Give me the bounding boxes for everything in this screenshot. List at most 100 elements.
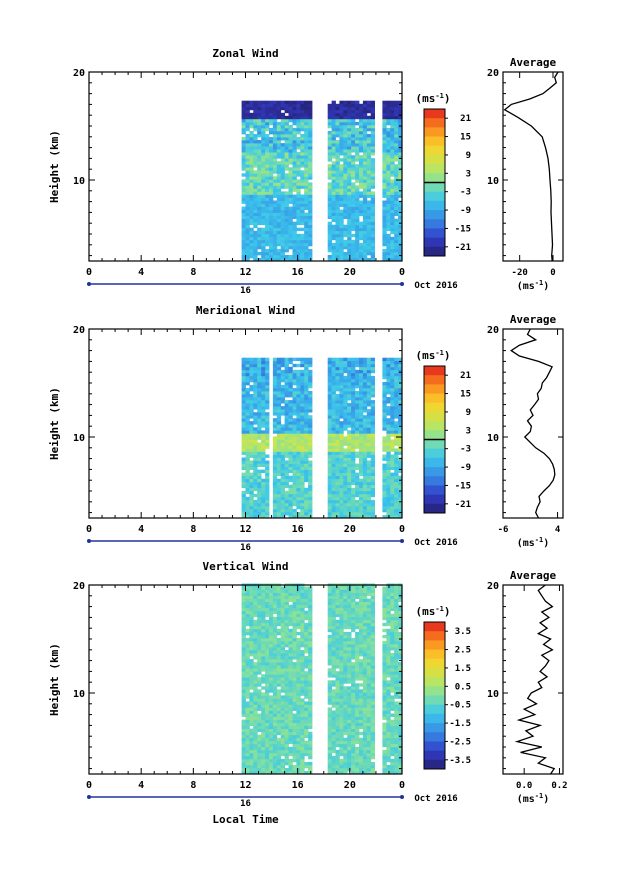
heatmap-cell xyxy=(245,218,250,223)
heatmap-cell xyxy=(272,625,278,630)
heatmap-cell xyxy=(249,442,254,446)
heatmap-cell xyxy=(245,112,250,117)
heatmap-cell xyxy=(355,406,360,410)
heatmap-cell xyxy=(304,731,309,736)
colorbar-tick-label: -3 xyxy=(460,445,471,455)
heatmap-cell xyxy=(257,628,262,633)
heatmap-cell xyxy=(382,224,387,229)
heatmap-cell xyxy=(284,737,289,742)
heatmap-cell xyxy=(304,686,309,690)
heatmap-cell xyxy=(327,628,332,633)
heatmap-cell xyxy=(366,218,372,223)
heatmap-cell xyxy=(382,191,387,195)
heatmap-cell xyxy=(284,227,289,232)
heatmap-cell xyxy=(276,179,282,183)
heatmap-cell xyxy=(394,378,399,383)
heatmap-cell xyxy=(284,424,289,428)
heatmap-cell xyxy=(276,616,282,621)
heatmap-cell xyxy=(261,659,266,663)
heatmap-cell xyxy=(300,637,305,642)
heatmap-cell xyxy=(261,598,266,602)
heatmap-cell xyxy=(265,182,270,186)
heatmap-cell xyxy=(265,424,270,428)
heatmap-cell xyxy=(296,170,301,174)
heatmap-cell xyxy=(241,647,246,651)
heatmap-cell xyxy=(351,448,356,452)
heatmap-cell xyxy=(351,109,356,114)
heatmap-cell xyxy=(339,124,344,129)
heatmap-cell xyxy=(249,625,254,630)
heatmap-cell xyxy=(292,768,297,772)
average-frame xyxy=(502,328,564,519)
colorbar-bin xyxy=(424,494,445,505)
heatmap-cell xyxy=(261,227,266,232)
heatmap-cell xyxy=(280,637,285,642)
heatmap-cell xyxy=(257,653,262,657)
heatmap-cell xyxy=(280,484,285,489)
heatmap-cell xyxy=(351,112,356,117)
heatmap-cell xyxy=(308,406,313,410)
heatmap-cell xyxy=(362,242,368,247)
heatmap-cell xyxy=(331,463,336,467)
heatmap-cell xyxy=(382,242,387,247)
heatmap-cell xyxy=(359,170,364,174)
heatmap-cell xyxy=(355,127,360,132)
heatmap-cell xyxy=(269,659,274,663)
heatmap-cell xyxy=(280,436,285,440)
heatmap-cell xyxy=(276,134,282,138)
heatmap-cell xyxy=(269,255,274,259)
heatmap-cell xyxy=(284,725,289,729)
heatmap-cell xyxy=(370,185,375,189)
heatmap-cell xyxy=(253,625,258,630)
heatmap-cell xyxy=(370,430,375,434)
heatmap-cell xyxy=(272,185,278,189)
heatmap-cell xyxy=(292,381,297,386)
heatmap-cell xyxy=(331,215,336,219)
heatmap-cell xyxy=(245,502,250,507)
heatmap-cell xyxy=(308,502,313,507)
heatmap-cell xyxy=(398,357,403,362)
heatmap-cell xyxy=(339,191,344,195)
heatmap-cell xyxy=(272,251,278,256)
heatmap-cell xyxy=(359,206,364,210)
heatmap-cell xyxy=(359,490,364,495)
heatmap-cell xyxy=(276,656,282,660)
heatmap-cell xyxy=(304,493,309,498)
heatmap-cell xyxy=(272,397,278,401)
heatmap-cell xyxy=(359,388,364,392)
heatmap-cell xyxy=(343,143,348,147)
heatmap-cell xyxy=(327,194,332,198)
heatmap-cell xyxy=(347,200,352,204)
heatmap-cell xyxy=(292,418,297,422)
heatmap-cell xyxy=(331,209,336,213)
heatmap-cell xyxy=(257,167,262,171)
heatmap-cell xyxy=(257,445,262,449)
heatmap-cell xyxy=(292,478,297,483)
heatmap-cell xyxy=(284,734,289,739)
heatmap-cell xyxy=(257,457,262,461)
heatmap-cell xyxy=(245,143,250,147)
x-tick-label: 0 xyxy=(399,267,405,278)
heatmap-cell xyxy=(327,149,332,153)
heatmap-cell xyxy=(390,499,395,504)
heatmap-cell xyxy=(308,242,313,247)
heatmap-cell xyxy=(343,137,348,141)
heatmap-cells xyxy=(241,357,403,519)
heatmap-cell xyxy=(261,412,266,416)
heatmap-cell xyxy=(347,149,352,153)
heatmap-cell xyxy=(296,653,301,657)
heatmap-cell xyxy=(245,716,250,720)
heatmap-cell xyxy=(343,363,348,368)
heatmap-cell xyxy=(272,637,278,642)
heatmap-cell xyxy=(347,487,352,492)
heatmap-cell xyxy=(265,680,270,684)
heatmap-cell xyxy=(296,481,301,486)
heatmap-cell xyxy=(245,161,250,165)
heatmap-cell xyxy=(390,490,395,495)
heatmap-cell xyxy=(257,442,262,446)
heatmap-cell xyxy=(335,415,340,419)
heatmap-cell xyxy=(284,140,289,144)
heatmap-cell xyxy=(355,152,360,156)
heatmap-cell xyxy=(355,131,360,135)
